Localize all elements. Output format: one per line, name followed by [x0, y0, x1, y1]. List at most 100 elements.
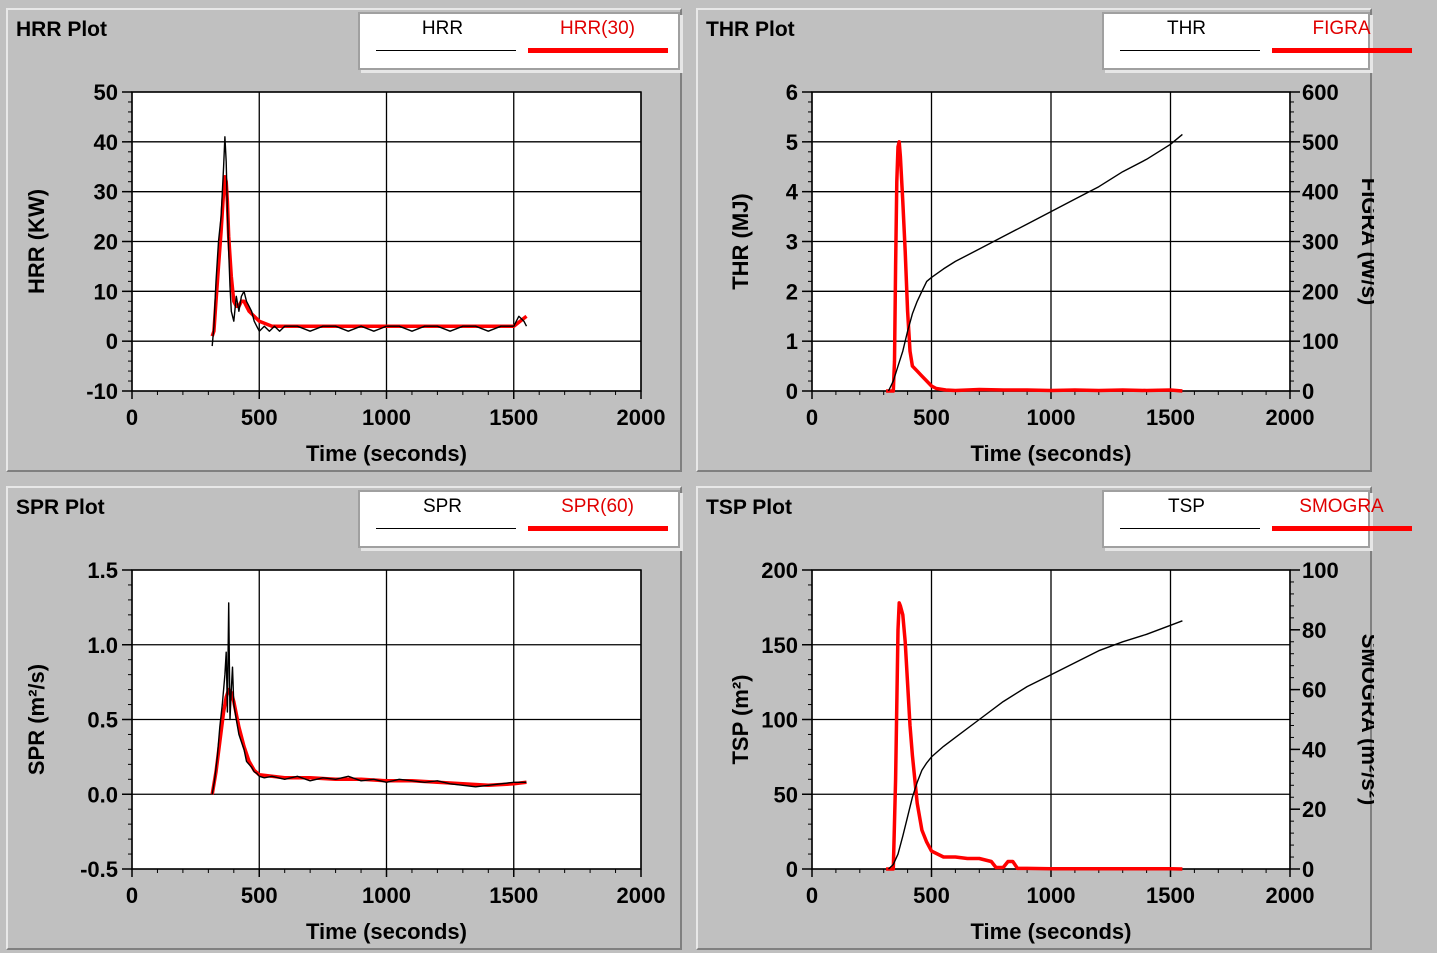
series-spr-line [211, 602, 527, 795]
legend-item-secondary: SMOGRA [1299, 496, 1384, 517]
legend-item-secondary: HRR(30) [560, 18, 635, 39]
x-tick-label: 2000 [1266, 883, 1315, 908]
legend-item-primary: SPR [422, 496, 463, 517]
legend-line-secondary [528, 526, 668, 531]
legend-item-primary: HRR [421, 18, 464, 39]
y-tick-label: 2 [786, 279, 798, 304]
series-hrr-line [211, 136, 528, 347]
legend-line-primary [1120, 50, 1260, 51]
y2-tick-label: 600 [1302, 80, 1339, 105]
x-axis-label: Time (seconds) [971, 441, 1132, 466]
y2-tick-label: 100 [1302, 558, 1339, 583]
y-tick-label: 100 [761, 708, 798, 733]
y-tick-label: 30 [94, 180, 118, 205]
x-tick-label: 500 [241, 883, 278, 908]
y-tick-label: 1.0 [87, 633, 118, 658]
x-tick-label: 1000 [362, 883, 411, 908]
thr-panel: THR Plot THR FIGRA 0 500 1000 1500 2000 0 1 2 3 4… [696, 8, 1412, 472]
x-tick-label: 1500 [1146, 883, 1195, 908]
legend-line-secondary [1272, 48, 1412, 53]
legend: SPR SPR(60) [358, 490, 680, 548]
x-tick-label: 2000 [617, 405, 666, 430]
series-smogra-line [886, 601, 1183, 871]
y-tick-label: 0 [786, 857, 798, 882]
y-axis-label: THR (MJ) [728, 193, 753, 290]
x-axis-label: Time (seconds) [306, 919, 467, 944]
x-tick-label: 500 [913, 883, 950, 908]
x-tick-label: 0 [126, 405, 138, 430]
legend-line-primary [376, 528, 516, 529]
legend-line-secondary [1272, 526, 1412, 531]
y2-tick-label: 100 [1302, 329, 1339, 354]
tsp-plot: 0 500 1000 1500 2000050100150200020406080100… [728, 558, 1374, 944]
y-tick-label: 4 [786, 180, 799, 205]
series-figra-line [886, 140, 1183, 393]
y-tick-label: 5 [786, 130, 798, 155]
y2-axis-label: SMOGRA (m²/s²) [1357, 634, 1374, 806]
y2-tick-label: 40 [1302, 737, 1326, 762]
y-tick-label: 50 [774, 782, 798, 807]
legend-item-secondary: FIGRA [1312, 18, 1371, 39]
y-axis-label: TSP (m²) [728, 674, 753, 764]
y-tick-label: 150 [761, 633, 798, 658]
plot-frame [131, 91, 642, 392]
y2-tick-label: 200 [1302, 279, 1339, 304]
x-tick-label: 1500 [1146, 405, 1195, 430]
legend: THR FIGRA [1102, 12, 1412, 70]
x-tick-label: 2000 [617, 883, 666, 908]
hrr-plot: 0 500 1000 1500 2000 -10 0 10 20 30 40 50 Time (seco… [24, 80, 666, 466]
y2-tick-label: 60 [1302, 678, 1326, 703]
y-axis-label: HRR (KW) [24, 189, 49, 294]
y-tick-label: 50 [94, 80, 118, 105]
x-tick-label: 1000 [362, 405, 411, 430]
y-tick-label: -10 [86, 379, 118, 404]
y-tick-label: 20 [94, 230, 118, 255]
y2-tick-label: 300 [1302, 230, 1339, 255]
legend-item-primary: THR [1166, 18, 1207, 39]
panel-title: HRR Plot [16, 18, 107, 41]
y-tick-label: 0 [786, 379, 798, 404]
legend-item-primary: TSP [1168, 496, 1205, 517]
thr-plot: 0 500 1000 1500 2000012345601002003004005006… [728, 80, 1374, 466]
series-spr-60--line [210, 687, 527, 795]
legend-line-secondary [528, 48, 668, 53]
y-tick-label: 0.5 [87, 708, 118, 733]
y-tick-label: -0.5 [80, 857, 118, 882]
y2-tick-label: 20 [1302, 797, 1326, 822]
y-tick-label: 40 [94, 130, 118, 155]
x-tick-label: 1500 [489, 883, 538, 908]
y2-tick-label: 80 [1302, 618, 1326, 643]
legend: TSP SMOGRA [1102, 490, 1412, 548]
hrr-panel: HRR Plot HRR HRR(30) 0 500 1000 1500 2000 -10… [6, 8, 682, 472]
y-tick-label: 0 [106, 329, 118, 354]
y-tick-label: 3 [786, 230, 798, 255]
y-axis-label: SPR (m²/s) [24, 664, 49, 775]
panel-title: TSP Plot [706, 496, 792, 519]
tsp-panel: TSP Plot TSP SMOGRA 0 500 1000 1500 2000 0 50 1… [696, 486, 1412, 950]
y2-tick-label: 500 [1302, 130, 1339, 155]
legend-line-primary [376, 50, 516, 51]
x-tick-label: 500 [913, 405, 950, 430]
x-axis-label: Time (seconds) [306, 441, 467, 466]
plot-frame [131, 569, 642, 870]
y-tick-label: 200 [761, 558, 798, 583]
legend-line-primary [1120, 528, 1260, 529]
y2-axis-label: FIGRA (W/s) [1357, 178, 1374, 306]
x-tick-label: 1500 [489, 405, 538, 430]
y2-tick-label: 0 [1302, 857, 1314, 882]
x-axis-label: Time (seconds) [971, 919, 1132, 944]
y-tick-label: 10 [94, 279, 118, 304]
spr-panel: SPR Plot SPR SPR(60) 0 500 1000 1500 2000 -0.… [6, 486, 682, 950]
panel-title: SPR Plot [16, 496, 105, 519]
legend: HRR HRR(30) [358, 12, 680, 70]
x-tick-label: 1000 [1027, 883, 1076, 908]
y-tick-label: 0.0 [87, 782, 118, 807]
series-hrr-30--line [210, 174, 528, 337]
legend-item-secondary: SPR(60) [561, 496, 634, 517]
spr-plot: 0 500 1000 1500 2000 -0.5 0.0 0.5 1.0 1.5 Time (se… [24, 558, 666, 944]
x-tick-label: 2000 [1266, 405, 1315, 430]
x-tick-label: 500 [241, 405, 278, 430]
y2-tick-label: 0 [1302, 379, 1314, 404]
x-tick-label: 0 [126, 883, 138, 908]
